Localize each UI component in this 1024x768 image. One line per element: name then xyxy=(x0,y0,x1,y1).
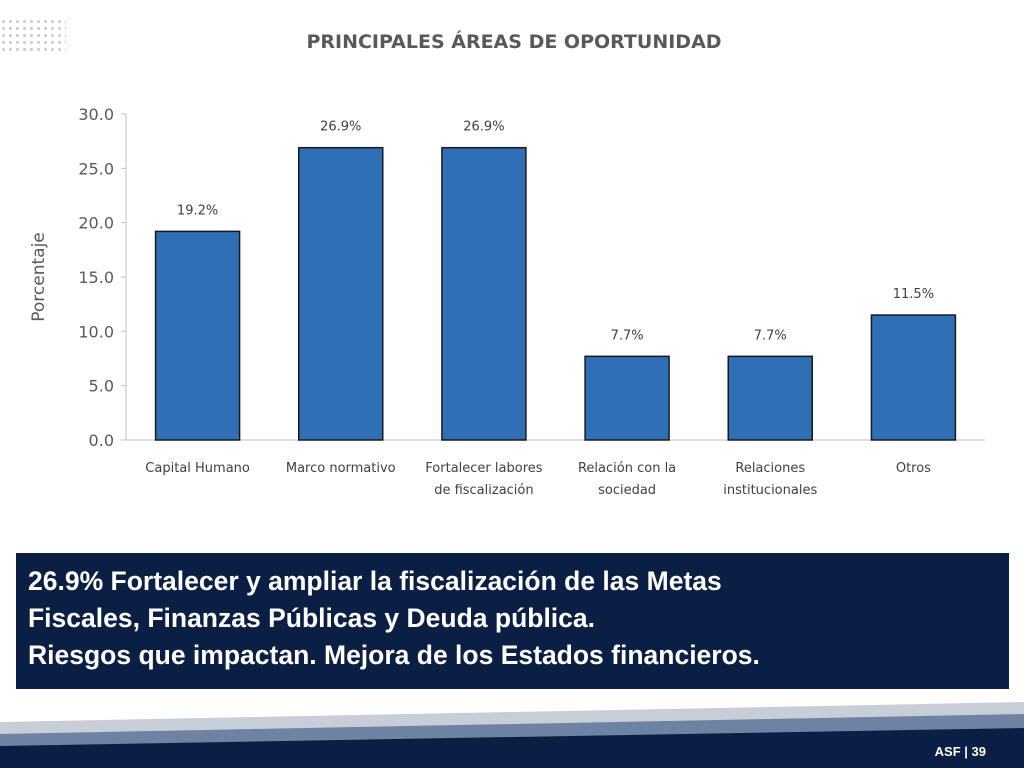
decorative-dots xyxy=(0,18,66,54)
bar xyxy=(584,355,670,441)
note-line-1: 26.9% Fortalecer y ampliar la fiscalizac… xyxy=(28,566,722,596)
y-tick-label: 0.0 xyxy=(89,431,114,450)
bar xyxy=(870,314,957,441)
bar xyxy=(154,230,241,441)
category-label: Marco normativo xyxy=(286,461,396,476)
data-label: 11.5% xyxy=(893,287,934,302)
data-label: 19.2% xyxy=(177,203,218,218)
data-label: 7.7% xyxy=(611,328,644,343)
y-tick-label: 20.0 xyxy=(78,214,114,233)
category-label: Relación con la xyxy=(578,461,676,476)
category-label: Relaciones xyxy=(735,461,805,476)
category-label: sociedad xyxy=(598,483,656,498)
data-label: 26.9% xyxy=(320,120,361,135)
y-tick-label: 25.0 xyxy=(78,159,114,178)
chart-title: PRINCIPALES ÁREAS DE OPORTUNIDAD xyxy=(306,30,721,53)
y-tick-label: 30.0 xyxy=(78,105,114,124)
category-label: Otros xyxy=(896,461,931,476)
y-axis-label: Porcentaje xyxy=(29,232,49,322)
bar xyxy=(298,146,384,441)
category-label: Capital Humano xyxy=(145,461,250,476)
y-tick-label: 5.0 xyxy=(89,377,114,396)
note-line-2: Fiscales, Finanzas Públicas y Deuda públ… xyxy=(28,603,596,633)
y-tick-label: 10.0 xyxy=(78,322,114,341)
note-line-3: Riesgos que impactan. Mejora de los Esta… xyxy=(28,640,760,670)
footer-band xyxy=(0,702,1024,768)
data-label: 7.7% xyxy=(754,328,787,343)
bar xyxy=(727,355,813,441)
data-label: 26.9% xyxy=(463,120,504,135)
footer-page-label: ASF | 39 xyxy=(934,744,986,759)
category-label: de fiscalización xyxy=(434,483,533,498)
key-finding-box: 26.9% Fortalecer y ampliar la fiscalizac… xyxy=(16,553,1009,689)
category-label: institucionales xyxy=(723,483,817,498)
category-label: Fortalecer labores xyxy=(425,461,542,476)
y-tick-label: 15.0 xyxy=(78,268,114,287)
bar xyxy=(441,146,527,441)
